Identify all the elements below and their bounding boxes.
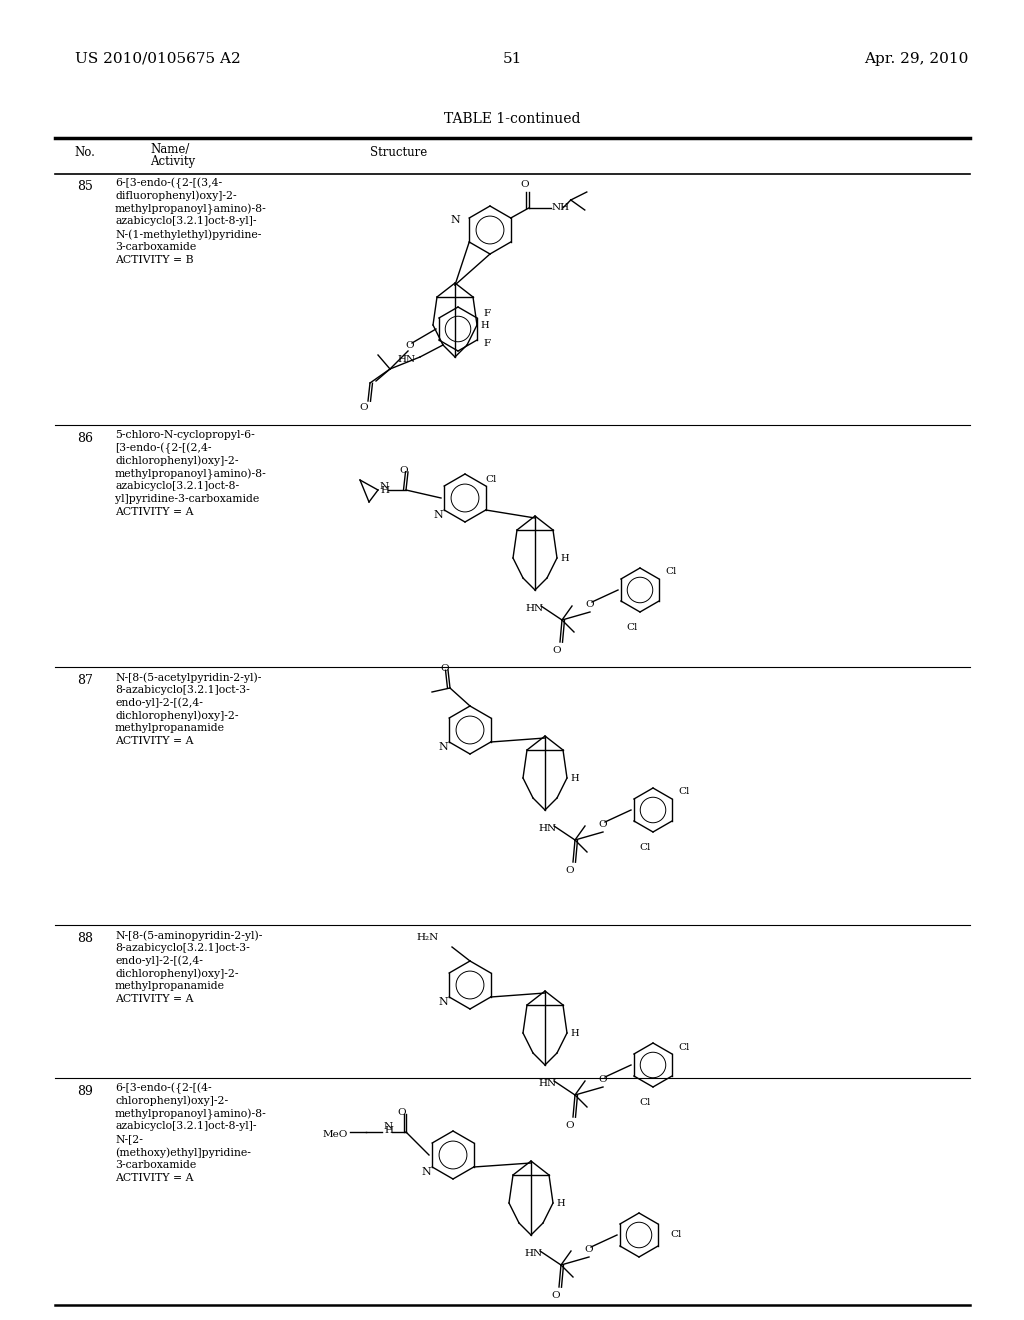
- Text: O: O: [397, 1107, 407, 1117]
- Text: 86: 86: [77, 432, 93, 445]
- Text: Apr. 29, 2010: Apr. 29, 2010: [863, 51, 968, 66]
- Text: O: O: [406, 341, 415, 350]
- Text: yl]pyridine-3-carboxamide: yl]pyridine-3-carboxamide: [115, 494, 259, 504]
- Text: 3-carboxamide: 3-carboxamide: [115, 242, 197, 252]
- Text: F: F: [483, 338, 490, 347]
- Text: N: N: [433, 510, 442, 520]
- Text: ACTIVITY = A: ACTIVITY = A: [115, 994, 194, 1005]
- Text: H: H: [384, 1126, 393, 1135]
- Text: HN: HN: [538, 824, 556, 833]
- Text: 8-azabicyclo[3.2.1]oct-3-: 8-azabicyclo[3.2.1]oct-3-: [115, 942, 250, 953]
- Text: O: O: [565, 1121, 574, 1130]
- Text: 6-[3-endo-({2-[(3,4-: 6-[3-endo-({2-[(3,4-: [115, 178, 222, 189]
- Text: N-[8-(5-aminopyridin-2-yl)-: N-[8-(5-aminopyridin-2-yl)-: [115, 931, 262, 941]
- Text: dichlorophenyl)oxy]-2-: dichlorophenyl)oxy]-2-: [115, 455, 239, 466]
- Text: MeO: MeO: [323, 1130, 348, 1139]
- Text: H₂N: H₂N: [417, 933, 439, 942]
- Text: O: O: [585, 1245, 593, 1254]
- Text: azabicyclo[3.2.1]oct-8-yl]-: azabicyclo[3.2.1]oct-8-yl]-: [115, 216, 256, 227]
- Text: O: O: [586, 601, 594, 609]
- Text: Cl: Cl: [678, 788, 689, 796]
- Text: methylpropanoyl}amino)-8-: methylpropanoyl}amino)-8-: [115, 469, 266, 479]
- Text: H: H: [570, 774, 579, 783]
- Text: O: O: [552, 1291, 560, 1300]
- Text: 8-azabicyclo[3.2.1]oct-3-: 8-azabicyclo[3.2.1]oct-3-: [115, 685, 250, 694]
- Text: methylpropanoyl}amino)-8-: methylpropanoyl}amino)-8-: [115, 203, 266, 215]
- Text: Cl: Cl: [485, 475, 497, 484]
- Text: O: O: [359, 403, 369, 412]
- Text: TABLE 1-continued: TABLE 1-continued: [443, 112, 581, 125]
- Text: US 2010/0105675 A2: US 2010/0105675 A2: [75, 51, 241, 66]
- Text: azabicyclo[3.2.1]oct-8-yl]-: azabicyclo[3.2.1]oct-8-yl]-: [115, 1122, 256, 1131]
- Text: HN: HN: [524, 1249, 542, 1258]
- Text: N-(1-methylethyl)pyridine-: N-(1-methylethyl)pyridine-: [115, 230, 261, 240]
- Text: O: O: [520, 180, 529, 189]
- Text: ACTIVITY = A: ACTIVITY = A: [115, 1172, 194, 1183]
- Text: Cl: Cl: [670, 1230, 681, 1239]
- Text: ACTIVITY = A: ACTIVITY = A: [115, 507, 194, 517]
- Text: H: H: [556, 1199, 564, 1208]
- Text: [3-endo-({2-[(2,4-: [3-endo-({2-[(2,4-: [115, 442, 212, 454]
- Text: O: O: [399, 466, 409, 475]
- Text: N: N: [380, 482, 389, 491]
- Text: 85: 85: [77, 180, 93, 193]
- Text: dichlorophenyl)oxy]-2-: dichlorophenyl)oxy]-2-: [115, 969, 239, 979]
- Text: methylpropanoyl}amino)-8-: methylpropanoyl}amino)-8-: [115, 1109, 266, 1119]
- Text: chlorophenyl)oxy]-2-: chlorophenyl)oxy]-2-: [115, 1096, 228, 1106]
- Text: (methoxy)ethyl]pyridine-: (methoxy)ethyl]pyridine-: [115, 1147, 251, 1158]
- Text: HN: HN: [398, 355, 416, 364]
- Text: N: N: [438, 997, 447, 1007]
- Text: Cl: Cl: [678, 1043, 689, 1052]
- Text: endo-yl]-2-[(2,4-: endo-yl]-2-[(2,4-: [115, 697, 203, 708]
- Text: Structure: Structure: [370, 147, 427, 158]
- Text: N: N: [384, 1122, 393, 1131]
- Text: O: O: [440, 664, 450, 673]
- Text: Cl: Cl: [639, 843, 650, 851]
- Text: O: O: [553, 645, 561, 655]
- Text: dichlorophenyl)oxy]-2-: dichlorophenyl)oxy]-2-: [115, 710, 239, 721]
- Text: endo-yl]-2-[(2,4-: endo-yl]-2-[(2,4-: [115, 956, 203, 966]
- Text: ACTIVITY = B: ACTIVITY = B: [115, 255, 194, 265]
- Text: methylpropanamide: methylpropanamide: [115, 981, 225, 991]
- Text: Name/: Name/: [150, 143, 189, 156]
- Text: H: H: [480, 321, 488, 330]
- Text: N: N: [438, 742, 447, 752]
- Text: Cl: Cl: [627, 623, 638, 632]
- Text: ACTIVITY = A: ACTIVITY = A: [115, 737, 194, 746]
- Text: NH: NH: [552, 203, 570, 213]
- Text: 6-[3-endo-({2-[(4-: 6-[3-endo-({2-[(4-: [115, 1082, 212, 1094]
- Text: H: H: [560, 554, 568, 564]
- Text: N: N: [451, 215, 460, 224]
- Text: H: H: [380, 486, 389, 495]
- Text: HN: HN: [525, 605, 543, 612]
- Text: 87: 87: [77, 675, 93, 686]
- Text: O: O: [599, 820, 607, 829]
- Text: H: H: [570, 1030, 579, 1038]
- Text: No.: No.: [75, 147, 95, 158]
- Text: N: N: [421, 1167, 431, 1177]
- Text: 89: 89: [77, 1085, 93, 1098]
- Text: difluorophenyl)oxy]-2-: difluorophenyl)oxy]-2-: [115, 191, 237, 202]
- Text: 88: 88: [77, 932, 93, 945]
- Text: methylpropanamide: methylpropanamide: [115, 723, 225, 733]
- Text: Cl: Cl: [639, 1098, 650, 1107]
- Text: azabicyclo[3.2.1]oct-8-: azabicyclo[3.2.1]oct-8-: [115, 482, 240, 491]
- Text: F: F: [483, 309, 490, 318]
- Text: N-[8-(5-acetylpyridin-2-yl)-: N-[8-(5-acetylpyridin-2-yl)-: [115, 672, 261, 682]
- Text: Activity: Activity: [150, 154, 196, 168]
- Text: 51: 51: [503, 51, 521, 66]
- Text: Cl: Cl: [666, 568, 677, 577]
- Text: HN: HN: [538, 1078, 556, 1088]
- Text: O: O: [599, 1074, 607, 1084]
- Text: N-[2-: N-[2-: [115, 1134, 143, 1144]
- Text: 5-chloro-N-cyclopropyl-6-: 5-chloro-N-cyclopropyl-6-: [115, 430, 255, 440]
- Text: 3-carboxamide: 3-carboxamide: [115, 1160, 197, 1170]
- Text: O: O: [565, 866, 574, 875]
